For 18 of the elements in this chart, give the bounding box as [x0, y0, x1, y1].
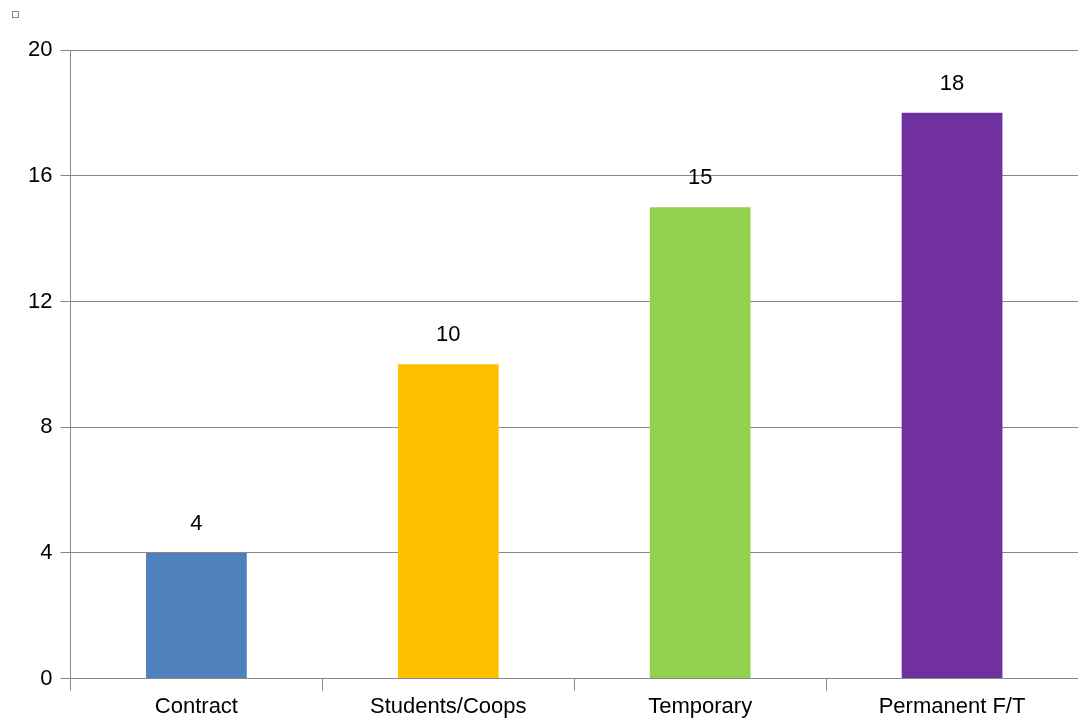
bar: [901, 112, 1003, 679]
y-tick-label: 0: [40, 664, 53, 690]
y-tick-label: 20: [27, 36, 53, 62]
y-tick-label: 12: [27, 287, 53, 313]
bar: [649, 207, 751, 679]
bar: [397, 364, 499, 679]
data-label: 18: [939, 69, 965, 95]
y-tick-label: 8: [40, 413, 53, 439]
y-tick-label: 4: [40, 538, 53, 564]
data-label: 15: [687, 164, 713, 190]
data-label: 4: [190, 509, 203, 535]
y-tick-label: 16: [27, 161, 53, 187]
bar: [146, 552, 247, 679]
data-label: 10: [436, 321, 461, 347]
x-tick-label: Temporary: [648, 692, 753, 718]
x-tick-label: Students/Coops: [370, 692, 527, 718]
x-tick-label: Contract: [154, 692, 238, 718]
x-tick-label: Permanent F/T: [878, 692, 1026, 718]
